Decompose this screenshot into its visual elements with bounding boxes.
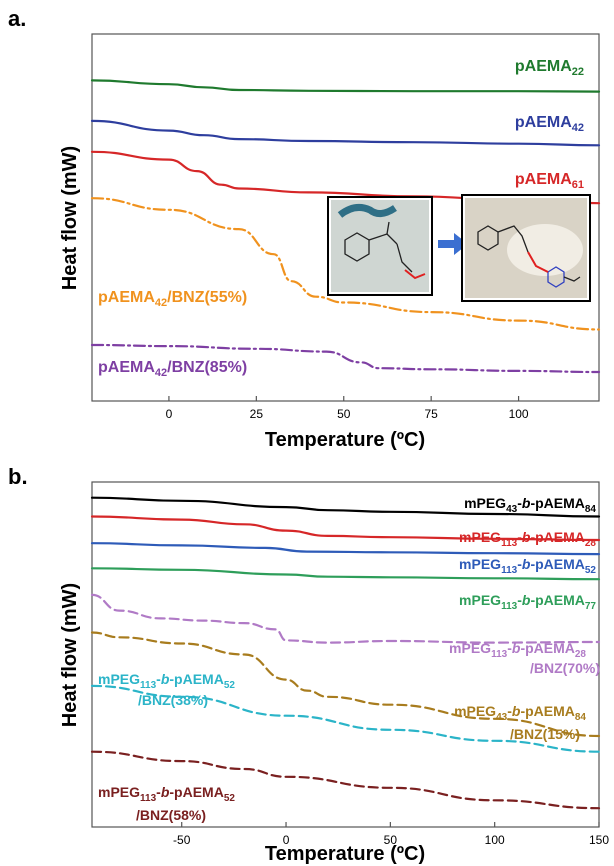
panel-a-x-ticks: 0 25 50 75 100 bbox=[166, 396, 529, 421]
label-paema42: pAEMA42 bbox=[515, 114, 584, 134]
panel-a-x-tick-label-0: 0 bbox=[166, 407, 173, 421]
panel-a-series-line-3 bbox=[90, 197, 601, 331]
panel-a-x-tick-label-3: 75 bbox=[424, 407, 438, 421]
panel-b-series-label-line2-7: /BNZ(58%) bbox=[136, 807, 206, 823]
inset-red-group-left bbox=[404, 269, 426, 280]
panel-b-y-axis-title: Heat flow (mW) bbox=[59, 583, 81, 727]
panel-a-series-line-1 bbox=[90, 119, 601, 147]
panel-b-series-line-0 bbox=[90, 496, 601, 518]
panel-b-series-line-2 bbox=[90, 542, 601, 556]
panel-b-letter: b. bbox=[8, 464, 28, 489]
panel-b-series-label-4: mPEG113-b-pAEMA28 bbox=[449, 640, 586, 660]
panel-b-frame bbox=[91, 481, 600, 828]
panel-a-plot: 0 25 50 75 100 pAEMA22 pAEMA42 pAEMA61 pAEMA… bbox=[59, 33, 601, 451]
panel-b-x-tick-label-4: 150 bbox=[589, 833, 609, 847]
panel-b-x-tick-label-1: 0 bbox=[283, 833, 290, 847]
panel-a-frame bbox=[91, 33, 600, 402]
panel-a-x-tick-label-1: 25 bbox=[250, 407, 264, 421]
panel-a-series-line-0 bbox=[90, 79, 601, 93]
panel-b-series-label-7: mPEG113-b-pAEMA52 bbox=[98, 784, 235, 804]
panel-b-series-label-3: mPEG113-b-pAEMA77 bbox=[459, 592, 596, 612]
inset-reaction-scheme bbox=[327, 194, 591, 302]
panel-b-series-label-line2-6: /BNZ(38%) bbox=[138, 692, 208, 708]
inset-glove bbox=[337, 203, 397, 218]
panel-b-x-ticks: -50 0 50 100 150 bbox=[173, 822, 609, 847]
panel-b-plot: -50 0 50 100 150 mPEG43-b-pAEMA84 mPEG113-b-p… bbox=[59, 481, 609, 865]
panel-b-x-tick-label-3: 100 bbox=[485, 833, 505, 847]
panel-b-series-label-0: mPEG43-b-pAEMA84 bbox=[464, 495, 596, 515]
panel-a-y-axis-title: Heat flow (mW) bbox=[59, 146, 81, 290]
inset-powder bbox=[507, 224, 583, 276]
panel-b-series-line-4 bbox=[90, 593, 601, 644]
panel-b-series-line-7 bbox=[90, 750, 601, 810]
panel-b-series-label-6: mPEG113-b-pAEMA52 bbox=[98, 671, 235, 691]
panel-a-x-axis-title: Temperature (ºC) bbox=[265, 429, 425, 451]
panel-b-series-label-2: mPEG113-b-pAEMA52 bbox=[459, 556, 596, 576]
label-paema42-bnz55: pAEMA42/BNZ(55%) bbox=[98, 289, 247, 309]
panel-b-series-line-6 bbox=[90, 684, 601, 753]
panel-b-x-axis-title: Temperature (ºC) bbox=[265, 843, 425, 865]
panel-b-series-label-line2-4: /BNZ(70%) bbox=[530, 660, 600, 676]
panel-b-x-tick-label-0: -50 bbox=[173, 833, 191, 847]
panel-b-x-tick-label-2: 50 bbox=[384, 833, 398, 847]
panel-a-series-line-4 bbox=[90, 343, 601, 374]
panel-b-series-labels: mPEG43-b-pAEMA84 mPEG113-b-pAEMA28 mPEG113… bbox=[98, 495, 600, 823]
panel-a-letter: a. bbox=[8, 6, 26, 31]
panel-b-series-line-3 bbox=[90, 567, 601, 581]
panel-b-series-line-5 bbox=[90, 631, 601, 738]
label-paema61: pAEMA61 bbox=[515, 171, 584, 191]
panel-b-series-label-line2-5: /BNZ(15%) bbox=[510, 726, 580, 742]
arrow-icon bbox=[438, 233, 468, 255]
label-paema22: pAEMA22 bbox=[515, 58, 584, 78]
label-paema42-bnz85: pAEMA42/BNZ(85%) bbox=[98, 359, 247, 379]
inset-structure-left bbox=[344, 221, 413, 273]
panel-b-series-label-5: mPEG43-b-pAEMA84 bbox=[454, 703, 586, 723]
panel-a-x-tick-label-4: 100 bbox=[509, 407, 529, 421]
inset-structure-right bbox=[477, 225, 581, 288]
panel-b-series bbox=[90, 496, 601, 810]
panel-b-series-label-1: mPEG113-b-pAEMA28 bbox=[459, 529, 596, 549]
panel-a-x-tick-label-2: 50 bbox=[337, 407, 351, 421]
inset-red-group-right bbox=[527, 251, 549, 273]
panel-b-series-line-1 bbox=[90, 515, 601, 542]
